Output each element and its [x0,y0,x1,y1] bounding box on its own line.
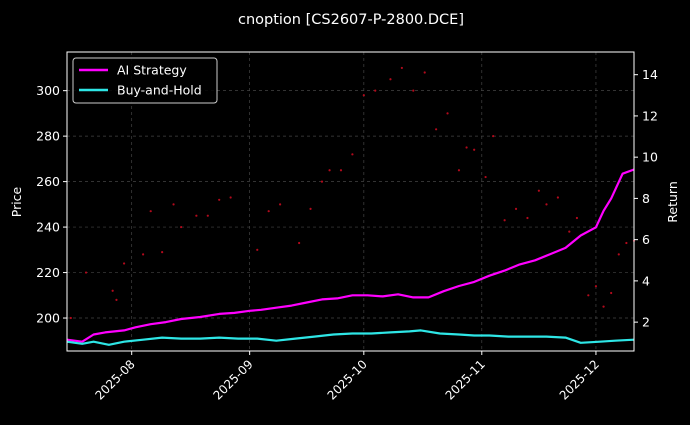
y-right-tick-label: 6 [642,232,650,247]
price-point [374,89,377,92]
price-point [69,316,72,320]
price-point [84,271,88,274]
legend-label: AI Strategy [117,63,187,78]
price-point [575,216,579,220]
price-point [625,241,628,245]
legend: AI Strategy Buy-and-Hold [72,57,218,104]
price-point [339,169,343,172]
price-point [389,78,392,81]
y-left-tick-label: 220 [36,265,60,280]
price-point [195,214,198,217]
price-point [446,112,449,115]
price-point [229,196,232,199]
y-right-tick-label: 12 [642,108,658,123]
price-point [484,175,487,179]
price-point [122,262,126,265]
price-point [435,128,438,131]
y-left-tick-label: 240 [36,220,60,235]
y-left-tick-label: 260 [36,174,60,189]
legend-label: Buy-and-Hold [117,83,202,98]
price-point [279,203,282,206]
price-point [526,216,529,220]
price-point [351,153,354,156]
price-point [545,203,548,206]
price-point [503,219,506,222]
price-point [537,189,540,192]
price-point [298,241,301,245]
price-point [514,207,518,210]
series-lines [66,168,635,346]
price-point [256,248,259,251]
y-axis-label-right: Return [665,181,680,222]
y-axis-label-left: Price [9,186,24,217]
price-point [320,180,324,183]
price-point [412,89,415,92]
legend-box [72,57,218,104]
price-point [267,210,270,213]
price-point [149,210,152,213]
price-point [423,71,426,74]
price-point [142,253,145,256]
price-scatter [69,66,636,320]
price-point [328,169,331,172]
y-right-tick-label: 10 [642,150,658,165]
price-point [172,203,175,206]
buy-and-hold-line [66,329,635,346]
y-left-tick-label: 280 [36,129,60,144]
y-left-tick-label: 200 [36,311,60,326]
y-right-tick-label: 2 [642,315,650,330]
y-right-tick-label: 14 [642,67,658,82]
price-point [492,135,495,138]
price-point [473,148,476,151]
price-point [465,146,468,149]
y-right-tick-label: 4 [642,273,650,288]
price-point [111,289,114,292]
price-point [362,94,365,97]
y-right-tick-label: 8 [642,191,650,206]
price-point [602,305,605,308]
price-point [568,230,571,233]
price-point [587,294,590,297]
y-left-tick-label: 300 [36,83,60,98]
price-point [309,207,312,210]
plot-frame [66,51,635,352]
price-point [206,214,209,217]
price-point [400,66,403,70]
chart-title: cnoption [CS2607-P-2800.DCE] [238,12,464,28]
price-point [556,196,559,199]
ai-strategy-line [66,168,635,343]
price-point [180,225,183,229]
price-point [161,250,164,254]
price-point [617,253,620,256]
price-point [610,291,613,295]
price-point [218,198,221,201]
price-point [115,298,118,301]
price-point [594,285,598,288]
price-point [457,169,461,172]
